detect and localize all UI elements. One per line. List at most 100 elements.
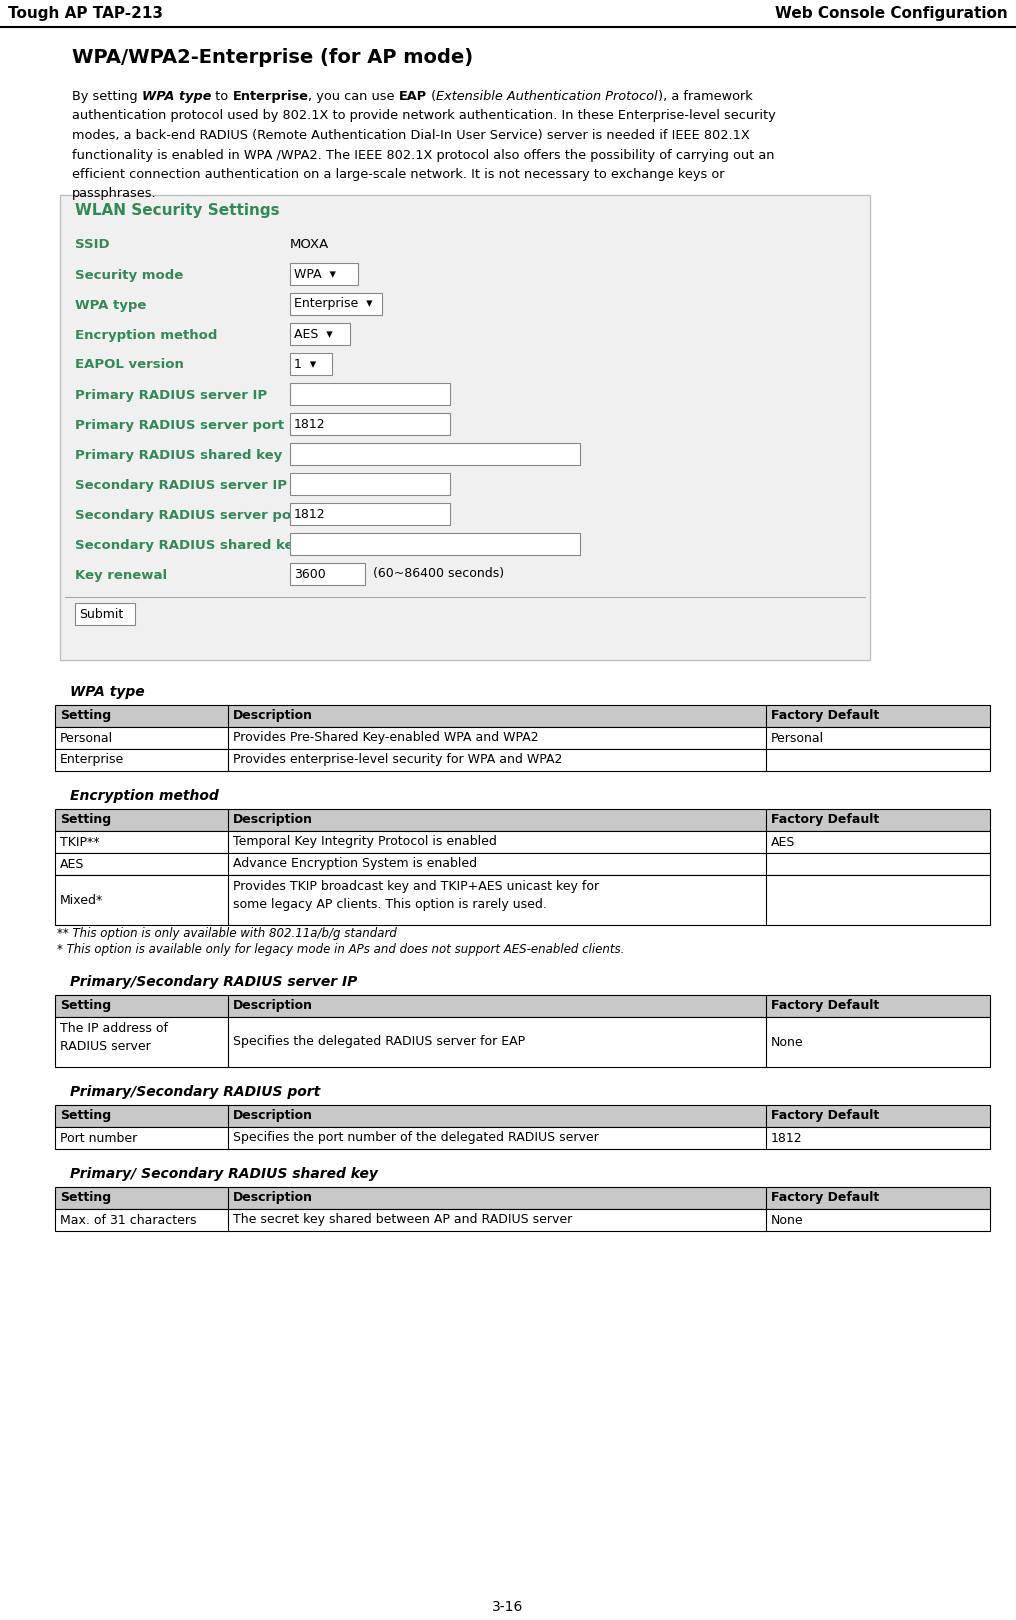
Text: SSID: SSID <box>75 238 110 251</box>
Text: Factory Default: Factory Default <box>770 1000 879 1012</box>
Text: WPA type: WPA type <box>70 685 144 698</box>
Bar <box>55 1017 990 1068</box>
Bar <box>55 995 990 1017</box>
Bar <box>55 705 990 727</box>
Text: WLAN Security Settings: WLAN Security Settings <box>75 202 279 219</box>
Text: AES  ▾: AES ▾ <box>294 327 332 340</box>
Text: to: to <box>211 91 233 104</box>
Bar <box>55 1105 990 1128</box>
Text: Personal: Personal <box>770 732 824 745</box>
Text: Description: Description <box>233 710 313 723</box>
Text: efficient connection authentication on a large-scale network. It is not necessar: efficient connection authentication on a… <box>72 168 724 181</box>
Text: Description: Description <box>233 1000 313 1012</box>
Bar <box>290 442 580 465</box>
Text: ** This option is only available with 802.11a/b/g standard: ** This option is only available with 80… <box>57 927 397 940</box>
Text: Personal: Personal <box>60 732 113 745</box>
Text: Factory Default: Factory Default <box>770 813 879 826</box>
Text: AES: AES <box>60 857 84 870</box>
Text: Encryption method: Encryption method <box>70 789 218 804</box>
Bar <box>55 1128 990 1149</box>
Text: 1812: 1812 <box>770 1131 803 1144</box>
Text: Secondary RADIUS server IP: Secondary RADIUS server IP <box>75 478 287 491</box>
Text: Setting: Setting <box>60 813 111 826</box>
Text: functionality is enabled in WPA /WPA2. The IEEE 802.1X protocol also offers the : functionality is enabled in WPA /WPA2. T… <box>72 149 774 162</box>
Bar <box>55 808 990 831</box>
Text: Primary RADIUS shared key: Primary RADIUS shared key <box>75 449 282 462</box>
Bar <box>290 322 350 345</box>
Bar <box>290 533 580 556</box>
Text: * This option is available only for legacy mode in APs and does not support AES-: * This option is available only for lega… <box>57 943 625 956</box>
Text: some legacy AP clients. This option is rarely used.: some legacy AP clients. This option is r… <box>233 897 547 910</box>
Bar <box>290 564 365 585</box>
Bar <box>60 194 870 659</box>
Text: Web Console Configuration: Web Console Configuration <box>775 6 1008 21</box>
Text: Provides enterprise-level security for WPA and WPA2: Provides enterprise-level security for W… <box>233 753 562 766</box>
Bar <box>290 293 382 314</box>
Text: Tough AP TAP-213: Tough AP TAP-213 <box>8 6 163 21</box>
Text: Enterprise: Enterprise <box>60 753 124 766</box>
Text: (60~86400 seconds): (60~86400 seconds) <box>373 567 504 580</box>
Text: 1812: 1812 <box>294 507 325 520</box>
Text: modes, a back-end RADIUS (Remote Authentication Dial-In User Service) server is : modes, a back-end RADIUS (Remote Authent… <box>72 130 750 143</box>
Text: Primary RADIUS server port: Primary RADIUS server port <box>75 418 284 431</box>
Text: The IP address of: The IP address of <box>60 1022 168 1035</box>
Text: None: None <box>770 1213 804 1226</box>
Bar <box>55 1187 990 1209</box>
Text: Specifies the port number of the delegated RADIUS server: Specifies the port number of the delegat… <box>233 1131 598 1144</box>
Text: 1812: 1812 <box>294 418 325 431</box>
Text: (: ( <box>428 91 437 104</box>
Text: authentication protocol used by 802.1X to provide network authentication. In the: authentication protocol used by 802.1X t… <box>72 110 776 123</box>
Text: Key renewal: Key renewal <box>75 569 167 582</box>
Text: Specifies the delegated RADIUS server for EAP: Specifies the delegated RADIUS server fo… <box>233 1035 525 1048</box>
Text: Setting: Setting <box>60 710 111 723</box>
Text: Description: Description <box>233 1191 313 1205</box>
Text: WPA  ▾: WPA ▾ <box>294 267 336 280</box>
Text: Encryption method: Encryption method <box>75 329 217 342</box>
Text: ), a framework: ), a framework <box>658 91 753 104</box>
Text: By setting: By setting <box>72 91 142 104</box>
Bar <box>290 473 450 496</box>
Text: WPA type: WPA type <box>75 298 146 311</box>
Bar <box>55 854 990 875</box>
Bar <box>290 353 332 374</box>
Text: Enterprise: Enterprise <box>233 91 309 104</box>
Text: Port number: Port number <box>60 1131 137 1144</box>
Bar <box>55 831 990 854</box>
Text: 3-16: 3-16 <box>493 1601 523 1614</box>
Text: Factory Default: Factory Default <box>770 1191 879 1205</box>
Bar <box>290 502 450 525</box>
Text: passphrases.: passphrases. <box>72 188 156 201</box>
Text: Secondary RADIUS shared key: Secondary RADIUS shared key <box>75 538 302 551</box>
Text: Extensible Authentication Protocol: Extensible Authentication Protocol <box>437 91 658 104</box>
Bar <box>290 382 450 405</box>
Text: Primary/Secondary RADIUS port: Primary/Secondary RADIUS port <box>70 1085 320 1098</box>
Text: Provides Pre-Shared Key-enabled WPA and WPA2: Provides Pre-Shared Key-enabled WPA and … <box>233 732 538 745</box>
Text: 3600: 3600 <box>294 567 326 580</box>
Text: Security mode: Security mode <box>75 269 183 282</box>
Text: The secret key shared between AP and RADIUS server: The secret key shared between AP and RAD… <box>233 1213 572 1226</box>
Text: WPA/WPA2-Enterprise (for AP mode): WPA/WPA2-Enterprise (for AP mode) <box>72 49 473 66</box>
Text: 1  ▾: 1 ▾ <box>294 358 316 371</box>
Text: None: None <box>770 1035 804 1048</box>
Text: Factory Default: Factory Default <box>770 710 879 723</box>
Text: Max. of 31 characters: Max. of 31 characters <box>60 1213 196 1226</box>
Text: Primary RADIUS server IP: Primary RADIUS server IP <box>75 389 267 402</box>
Text: Secondary RADIUS server port: Secondary RADIUS server port <box>75 509 304 522</box>
Text: Provides TKIP broadcast key and TKIP+AES unicast key for: Provides TKIP broadcast key and TKIP+AES… <box>233 880 599 893</box>
Text: Description: Description <box>233 1110 313 1123</box>
Bar <box>75 603 135 625</box>
Text: Setting: Setting <box>60 1110 111 1123</box>
Text: Mixed*: Mixed* <box>60 894 104 907</box>
Text: , you can use: , you can use <box>309 91 399 104</box>
Text: WPA type: WPA type <box>142 91 211 104</box>
Bar <box>55 1209 990 1231</box>
Bar <box>290 262 358 285</box>
Text: Temporal Key Integrity Protocol is enabled: Temporal Key Integrity Protocol is enabl… <box>233 836 497 849</box>
Text: AES: AES <box>770 836 795 849</box>
Text: EAPOL version: EAPOL version <box>75 358 184 371</box>
Text: Factory Default: Factory Default <box>770 1110 879 1123</box>
Bar <box>290 413 450 436</box>
Text: Primary/ Secondary RADIUS shared key: Primary/ Secondary RADIUS shared key <box>70 1166 378 1181</box>
Text: MOXA: MOXA <box>290 238 329 251</box>
Text: Enterprise  ▾: Enterprise ▾ <box>294 298 373 311</box>
